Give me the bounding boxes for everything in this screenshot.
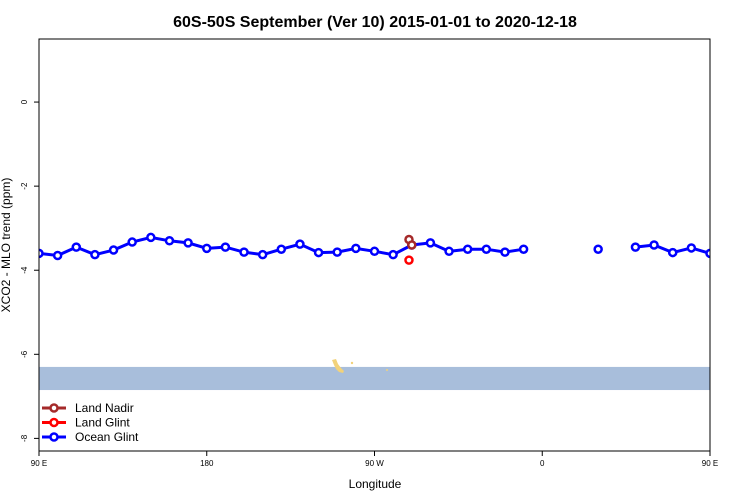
data-point-ocean-glint [462, 244, 473, 254]
series-layer [39, 232, 750, 265]
y-axis-label: XCO2 - MLO trend (ppm) [0, 178, 13, 313]
x-tick-label: 0 [540, 459, 545, 468]
data-point-ocean-glint [52, 250, 63, 261]
data-point-ocean-glint [351, 243, 361, 254]
x-tick-label: 180 [200, 459, 214, 468]
series-land-nadir [404, 234, 417, 250]
data-point-ocean-glint [257, 249, 268, 260]
legend-label: Land Nadir [75, 401, 134, 415]
data-point-ocean-glint [630, 242, 641, 252]
data-point-ocean-glint [108, 245, 119, 255]
data-point-ocean-glint [725, 252, 732, 259]
y-tick-label: -4 [20, 266, 29, 274]
legend-marker [49, 403, 59, 413]
data-point-ocean-glint [593, 244, 603, 254]
x-tick-label: 90 E [31, 459, 47, 468]
y-axis: 0 -2 -4 -6 -8 [20, 99, 39, 442]
data-point-ocean-glint [481, 244, 492, 254]
data-point-ocean-glint [313, 247, 324, 258]
data-point-ocean-glint [239, 247, 249, 257]
data-point-ocean-glint [220, 242, 231, 252]
data-point-ocean-glint [744, 244, 750, 251]
data-point-land-glint [404, 255, 414, 265]
data-point-land-nadir [407, 240, 417, 250]
series-land-glint [404, 255, 414, 265]
data-point-ocean-glint [686, 243, 697, 253]
data-point-ocean-glint [146, 232, 156, 243]
y-tick-label: 0 [20, 99, 29, 104]
data-point-ocean-glint [425, 238, 436, 248]
land-patch [386, 369, 388, 371]
legend-label: Ocean Glint [75, 430, 139, 444]
land-patch [350, 361, 354, 365]
data-point-ocean-glint [649, 240, 659, 250]
y-tick-label: -6 [20, 350, 29, 358]
series-ocean-glint [39, 232, 750, 261]
data-point-ocean-glint [518, 244, 529, 254]
data-point-ocean-glint [183, 238, 193, 248]
legend-marker [49, 432, 59, 442]
data-point-ocean-glint [164, 236, 175, 246]
data-point-ocean-glint [500, 247, 510, 257]
legend-label: Land Glint [75, 416, 130, 430]
x-axis: 90 E 180 90 W 0 90 E [31, 451, 718, 468]
y-tick-label: -2 [20, 182, 29, 190]
data-point-ocean-glint [202, 243, 212, 254]
data-point-ocean-glint [388, 249, 398, 260]
map-band-layer [39, 359, 710, 391]
data-point-ocean-glint [332, 247, 342, 257]
data-point-ocean-glint [90, 249, 100, 260]
x-axis-label: Longitude [349, 477, 402, 491]
ocean-map-band [39, 366, 710, 391]
data-point-ocean-glint [295, 239, 305, 249]
data-point-ocean-glint [71, 242, 82, 252]
x-tick-label: 90 W [365, 459, 384, 468]
legend-marker [49, 417, 59, 428]
legend-item-ocean-glint: Ocean Glint [42, 430, 139, 444]
data-point-ocean-glint [369, 246, 380, 257]
data-point-ocean-glint [444, 246, 454, 257]
data-point-ocean-glint [127, 237, 137, 247]
land-patch [332, 359, 344, 373]
x-tick-label: 90 E [702, 459, 718, 468]
chart-title: 60S-50S September (Ver 10) 2015-01-01 to… [173, 14, 577, 31]
legend-item-land-nadir: Land Nadir [42, 401, 134, 415]
data-point-ocean-glint [667, 247, 678, 258]
y-tick-label: -8 [20, 434, 29, 442]
data-point-ocean-glint [276, 244, 287, 254]
legend-item-land-glint: Land Glint [42, 416, 130, 430]
data-point-ocean-glint [39, 248, 44, 259]
data-point-ocean-glint [705, 248, 710, 259]
